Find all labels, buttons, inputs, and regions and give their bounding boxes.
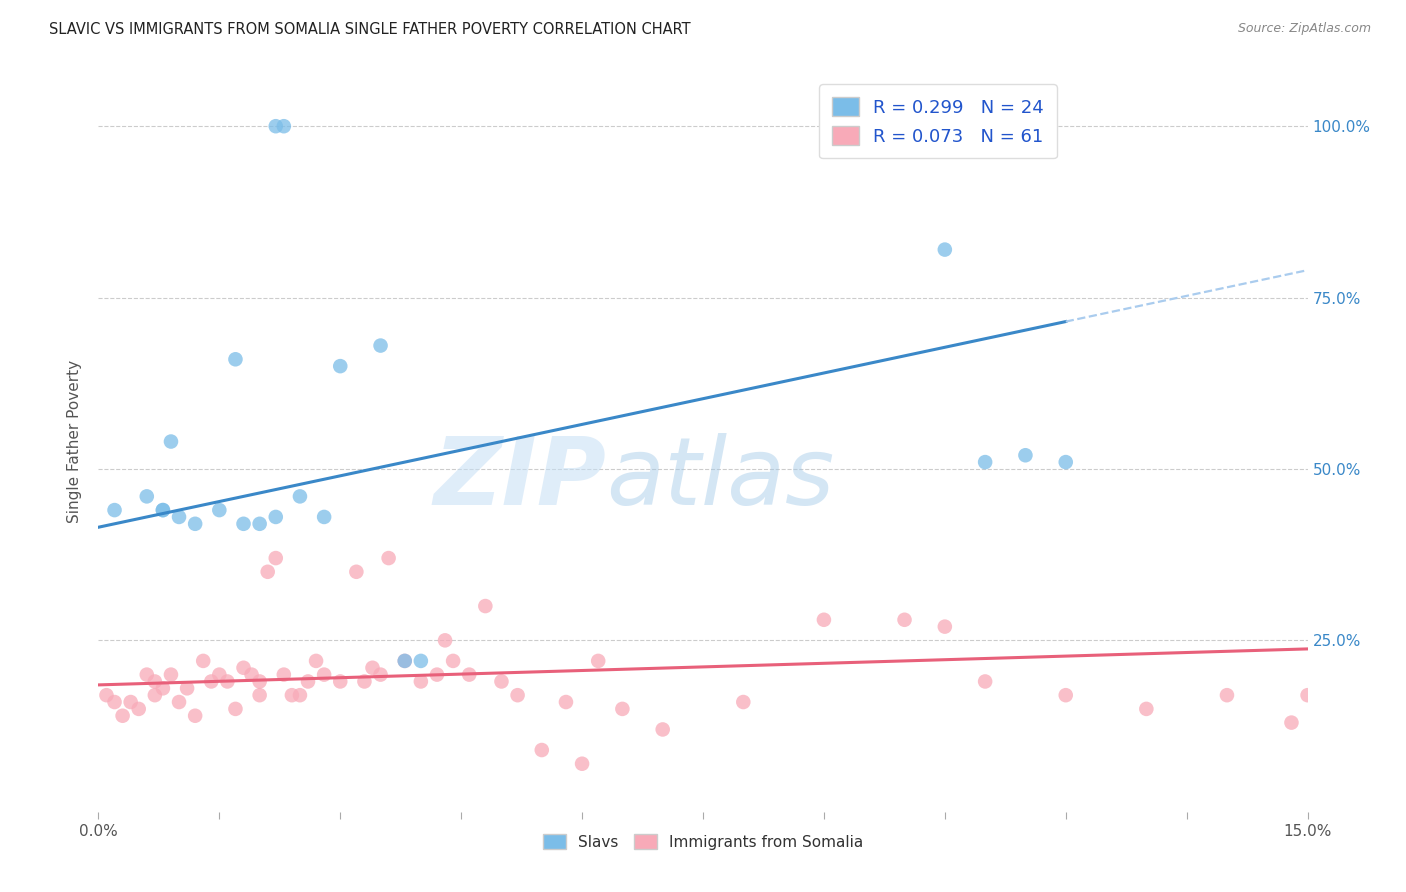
Point	[370, 338, 392, 352]
Point	[200, 674, 222, 689]
Point	[184, 708, 207, 723]
Point	[934, 243, 956, 257]
Point	[176, 681, 198, 696]
Point	[120, 695, 142, 709]
Point	[152, 503, 174, 517]
Point	[264, 551, 287, 566]
Point	[288, 489, 311, 503]
Point	[152, 681, 174, 696]
Point	[224, 702, 246, 716]
Point	[571, 756, 593, 771]
Point	[128, 702, 150, 716]
Point	[733, 695, 755, 709]
Point	[314, 510, 336, 524]
Point	[934, 619, 956, 633]
Point	[506, 688, 529, 702]
Point	[249, 674, 271, 689]
Point	[651, 723, 673, 737]
Point	[240, 667, 263, 681]
Point	[184, 516, 207, 531]
Text: ZIP: ZIP	[433, 433, 606, 524]
Point	[409, 654, 432, 668]
Point	[167, 510, 190, 524]
Point	[288, 688, 311, 702]
Point	[974, 674, 997, 689]
Point	[974, 455, 997, 469]
Point	[160, 667, 183, 681]
Point	[208, 503, 231, 517]
Point	[256, 565, 278, 579]
Point	[135, 489, 157, 503]
Point	[314, 667, 336, 681]
Point	[305, 654, 328, 668]
Point	[103, 695, 125, 709]
Point	[586, 654, 609, 668]
Point	[232, 661, 254, 675]
Point	[329, 359, 352, 373]
Point	[1296, 688, 1319, 702]
Legend: Slavs, Immigrants from Somalia: Slavs, Immigrants from Somalia	[537, 828, 869, 856]
Point	[111, 708, 134, 723]
Point	[555, 695, 578, 709]
Point	[273, 119, 295, 133]
Point	[96, 688, 118, 702]
Point	[377, 551, 399, 566]
Point	[143, 688, 166, 702]
Point	[1054, 688, 1077, 702]
Text: Source: ZipAtlas.com: Source: ZipAtlas.com	[1237, 22, 1371, 36]
Point	[208, 667, 231, 681]
Point	[143, 674, 166, 689]
Point	[612, 702, 634, 716]
Point	[249, 688, 271, 702]
Point	[135, 667, 157, 681]
Point	[264, 119, 287, 133]
Text: atlas: atlas	[606, 433, 835, 524]
Point	[353, 674, 375, 689]
Point	[361, 661, 384, 675]
Point	[193, 654, 215, 668]
Point	[409, 674, 432, 689]
Point	[264, 510, 287, 524]
Point	[1014, 448, 1036, 462]
Point	[344, 565, 367, 579]
Point	[394, 654, 416, 668]
Point	[491, 674, 513, 689]
Point	[103, 503, 125, 517]
Point	[458, 667, 481, 681]
Point	[370, 667, 392, 681]
Point	[1135, 702, 1157, 716]
Point	[152, 503, 174, 517]
Point	[530, 743, 553, 757]
Point	[160, 434, 183, 449]
Point	[441, 654, 464, 668]
Y-axis label: Single Father Poverty: Single Father Poverty	[67, 360, 83, 523]
Point	[1216, 688, 1239, 702]
Point	[426, 667, 449, 681]
Point	[281, 688, 304, 702]
Point	[329, 674, 352, 689]
Point	[813, 613, 835, 627]
Point	[474, 599, 496, 613]
Point	[217, 674, 239, 689]
Point	[249, 516, 271, 531]
Point	[297, 674, 319, 689]
Point	[224, 352, 246, 367]
Point	[434, 633, 457, 648]
Point	[1054, 455, 1077, 469]
Point	[893, 613, 915, 627]
Point	[394, 654, 416, 668]
Point	[1281, 715, 1303, 730]
Point	[273, 667, 295, 681]
Text: SLAVIC VS IMMIGRANTS FROM SOMALIA SINGLE FATHER POVERTY CORRELATION CHART: SLAVIC VS IMMIGRANTS FROM SOMALIA SINGLE…	[49, 22, 690, 37]
Point	[167, 695, 190, 709]
Point	[232, 516, 254, 531]
